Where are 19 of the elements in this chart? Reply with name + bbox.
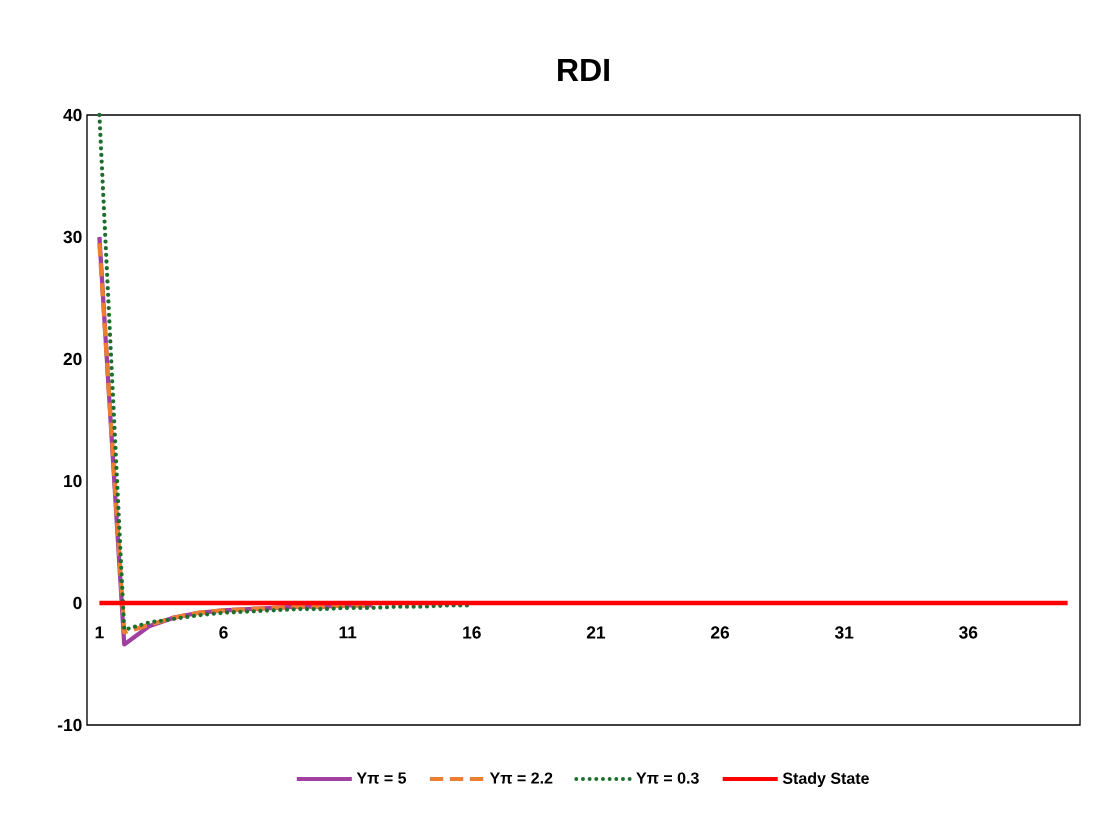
chart-title: RDI	[558, 58, 609, 81]
x-tick-label: 31	[834, 626, 854, 639]
y-tick-label: 10	[64, 474, 82, 488]
y-tick-label: 0	[73, 596, 82, 610]
legend-label: Stady State	[782, 772, 869, 788]
x-tick-label: 36	[959, 626, 978, 639]
x-tick-label: 26	[711, 626, 730, 639]
x-tick-label: 16	[463, 626, 481, 639]
x-tick-label: 11	[339, 626, 357, 639]
x-tick-label: 21	[586, 626, 606, 639]
y-tick-label: -10	[57, 718, 82, 732]
x-tick-label: 1	[95, 626, 104, 639]
y-tick-label: 20	[63, 352, 82, 366]
legend-label: Yπ = 0.3	[636, 772, 699, 784]
y-tick-label: 30	[63, 230, 82, 244]
y-tick-label: 40	[63, 108, 82, 122]
x-tick-label: 6	[219, 626, 228, 639]
legend-label: Yπ = 5	[356, 772, 407, 784]
legend-label: Yπ = 2.2	[489, 772, 553, 784]
